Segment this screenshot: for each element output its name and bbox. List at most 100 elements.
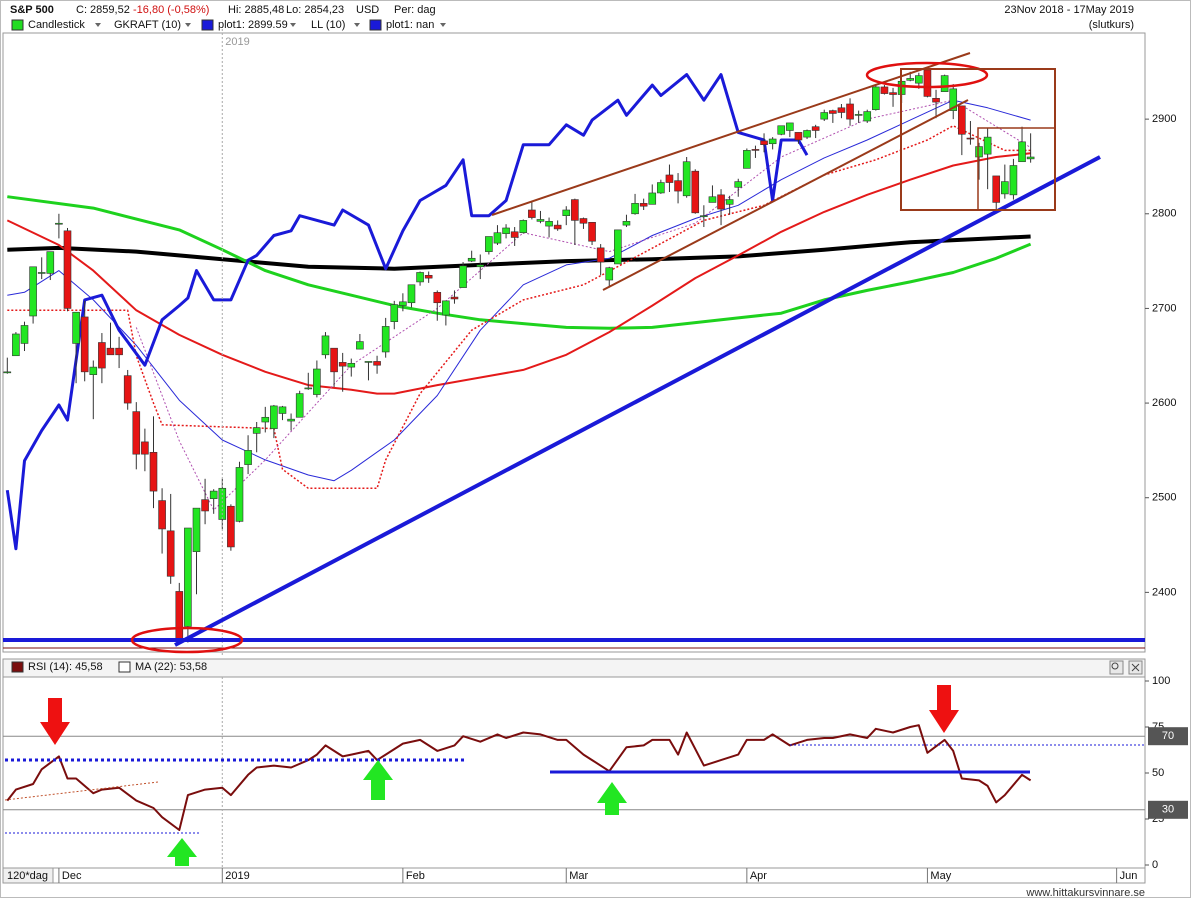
- candle-body: [184, 527, 192, 627]
- candle-body: [29, 266, 37, 317]
- dropdown-arrow: [185, 23, 191, 27]
- dropdown-arrow: [440, 23, 446, 27]
- annotations: [3, 52, 1145, 866]
- x-tick-label: Mar: [569, 870, 588, 882]
- zoom-button[interactable]: [1109, 660, 1124, 675]
- candle-body: [562, 209, 571, 216]
- buy-arrow: [597, 782, 627, 815]
- candle-body: [553, 224, 562, 230]
- candle-body: [751, 149, 760, 151]
- legend-label: RSI (14): 45,58: [28, 661, 103, 673]
- candle-body: [227, 505, 235, 548]
- legend-swatch: [369, 19, 382, 31]
- candle-body: [433, 292, 442, 304]
- high-price: Hi: 2885,48: [228, 4, 284, 16]
- year-label: 2019: [225, 36, 249, 48]
- candle-body: [192, 507, 201, 552]
- candle-body: [519, 220, 528, 234]
- candle-body: [63, 230, 72, 309]
- candle-body: [149, 451, 158, 492]
- candle-body: [579, 218, 588, 224]
- legend-label: Candlestick: [28, 19, 85, 31]
- candle-body: [46, 251, 55, 274]
- candle-body: [209, 490, 218, 499]
- candle-body: [837, 107, 846, 113]
- candle-body: [958, 105, 966, 135]
- candle-body: [416, 272, 424, 283]
- candle-body: [708, 196, 717, 203]
- candle-body: [450, 296, 459, 300]
- candle-body: [725, 199, 734, 205]
- candle-body: [141, 441, 149, 455]
- candle-body: [304, 387, 313, 390]
- period-box: [2, 867, 54, 884]
- candle-body: [682, 161, 691, 197]
- candle-body: [510, 231, 519, 238]
- candle-body: [106, 347, 115, 356]
- x-tick-label: Feb: [406, 870, 425, 882]
- currency: USD: [356, 4, 379, 16]
- candle-body: [390, 304, 399, 322]
- level-box: [1148, 800, 1188, 819]
- sell-arrow: [40, 698, 70, 745]
- candle-body: [175, 591, 184, 640]
- rsi-trend-line: [4, 781, 159, 801]
- y-tick-label: 2600: [1152, 397, 1176, 409]
- candle-body: [777, 125, 786, 135]
- zoom-icon: [1111, 662, 1119, 670]
- legend-label: LL (10): [311, 19, 345, 31]
- candle-body: [932, 98, 940, 103]
- candle-body: [1018, 141, 1026, 163]
- candle-body: [158, 500, 166, 530]
- indicator-line: [7, 195, 1032, 330]
- candle-body: [614, 229, 622, 265]
- x-tick-label: Jun: [1120, 870, 1138, 882]
- x-tick-label: Apr: [750, 870, 767, 882]
- candle-body: [992, 175, 1001, 203]
- y-tick-label: 2500: [1152, 492, 1176, 504]
- range-box-inner: [977, 127, 1055, 210]
- candle-body: [3, 371, 12, 374]
- candle-body: [665, 174, 674, 183]
- indicator-line: [5, 73, 809, 551]
- candle-body: [571, 199, 579, 221]
- candle-body: [115, 347, 123, 356]
- candle-body: [743, 150, 751, 169]
- candle-body: [502, 227, 510, 234]
- candle-body: [588, 221, 596, 242]
- legend-label: MA (22): 53,58: [135, 661, 207, 673]
- candle-body: [872, 86, 880, 110]
- y-tick-label: 50: [1152, 767, 1164, 779]
- candle-body: [983, 136, 992, 155]
- candle-body: [863, 111, 872, 122]
- candle-body: [605, 267, 614, 281]
- x-tick-label: Dec: [62, 870, 82, 882]
- candle-body: [1001, 181, 1009, 195]
- trend-line: [174, 155, 1101, 647]
- candle-body: [915, 75, 923, 84]
- symbol: S&P 500: [10, 4, 54, 16]
- candle-body: [364, 361, 373, 363]
- candle-body: [1026, 156, 1035, 160]
- candle-body: [880, 86, 889, 94]
- candle-body: [313, 368, 321, 395]
- indicator-line: [6, 152, 1031, 395]
- close-icon: [1131, 663, 1140, 672]
- candle-body: [820, 112, 829, 120]
- candle-body: [648, 192, 657, 205]
- candle-body: [528, 209, 536, 218]
- candle-body: [536, 219, 545, 222]
- candle-body: [12, 333, 20, 357]
- candle-body: [811, 126, 820, 131]
- candle-body: [442, 300, 450, 316]
- legend-label: plot1: nan: [386, 19, 434, 31]
- y-tick-label: 2700: [1152, 302, 1176, 314]
- rsi-line: [6, 724, 1032, 831]
- candle-body: [596, 247, 605, 263]
- channel-upper: [491, 52, 971, 216]
- candle-body: [691, 170, 700, 214]
- candle-body: [829, 110, 837, 114]
- legend-swatch: [11, 19, 24, 31]
- close-price: C: 2859,52: [76, 4, 130, 16]
